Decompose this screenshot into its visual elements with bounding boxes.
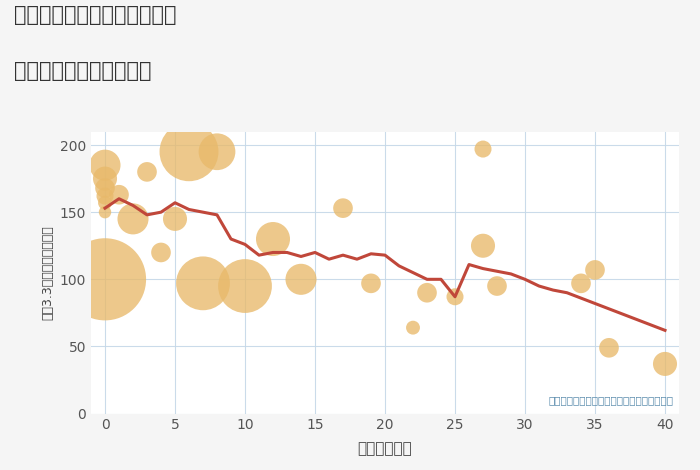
Point [211, 148, 223, 156]
Text: 愛知県名古屋市昭和区鶴舞の: 愛知県名古屋市昭和区鶴舞の [14, 5, 176, 25]
Point [603, 344, 615, 352]
Text: 築年数別中古戸建て価格: 築年数別中古戸建て価格 [14, 61, 151, 81]
Point [99, 161, 111, 169]
Point [589, 266, 601, 274]
Point [295, 275, 307, 283]
Point [183, 148, 195, 156]
Point [141, 168, 153, 176]
Point [99, 175, 111, 182]
Text: 円の大きさは、取引のあった物件面積を示す: 円の大きさは、取引のあった物件面積を示す [548, 395, 673, 405]
Point [491, 282, 503, 290]
Point [449, 293, 461, 300]
Point [99, 199, 111, 206]
Point [267, 235, 279, 243]
Point [659, 360, 671, 368]
Point [365, 280, 377, 287]
Point [99, 184, 111, 192]
Point [575, 280, 587, 287]
Point [477, 145, 489, 153]
Point [127, 215, 139, 223]
Point [421, 289, 433, 297]
Point [477, 242, 489, 250]
Point [169, 215, 181, 223]
Point [99, 275, 111, 283]
Point [155, 249, 167, 256]
Point [407, 324, 419, 331]
Point [337, 204, 349, 212]
Y-axis label: 坪（3.3㎡）単価（万円）: 坪（3.3㎡）単価（万円） [41, 225, 54, 320]
Point [99, 192, 111, 200]
Point [239, 282, 251, 290]
Point [197, 280, 209, 287]
Point [113, 191, 125, 198]
Point [99, 208, 111, 216]
X-axis label: 築年数（年）: 築年数（年） [358, 441, 412, 456]
